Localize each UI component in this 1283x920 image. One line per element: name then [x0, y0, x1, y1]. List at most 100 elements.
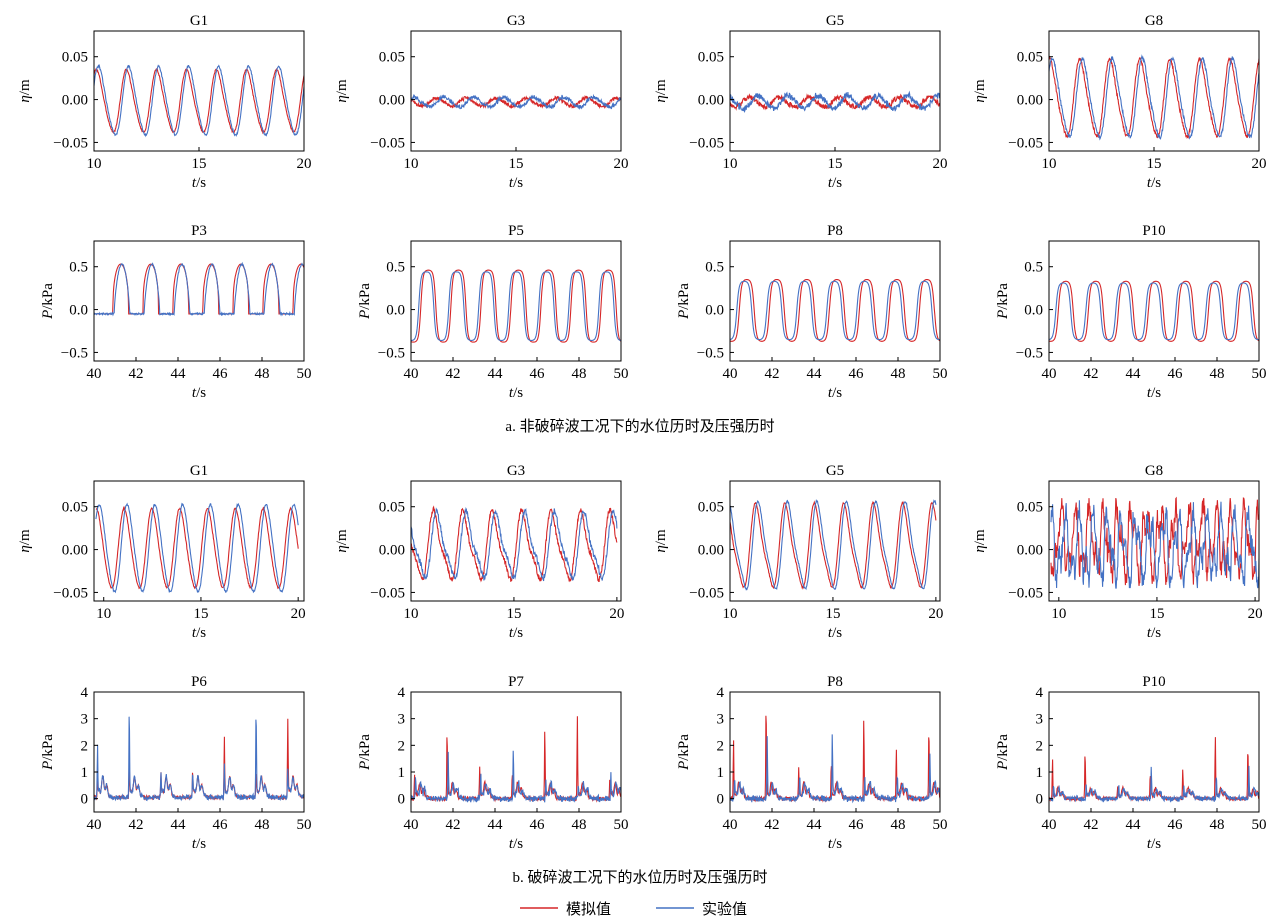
y-axis-label: P/kPa	[40, 734, 56, 771]
x-axis-label: t/s	[509, 625, 523, 641]
series-experimental-line	[94, 716, 304, 802]
y-tick-label: 0.0	[1024, 303, 1043, 319]
panel-p10-2: 40 42 44 46 48 50 −0.5 0.0 0.5 P10 t/s P/kPa	[995, 223, 1267, 401]
y-axis-label: η/m	[972, 79, 988, 103]
y-tick-label: 4	[717, 685, 725, 701]
x-tick-label: 50	[933, 817, 948, 833]
panel-title: P10	[1142, 674, 1165, 690]
y-tick-label: 0	[1036, 792, 1044, 808]
x-tick-label: 15	[1147, 156, 1162, 172]
series-experimental-line	[94, 63, 304, 138]
x-tick-label: 20	[291, 606, 306, 622]
panel-title: G1	[190, 13, 208, 29]
panel-g8-3: 10 15 20 −0.05 0.00 0.05 G8 t/s η/m	[972, 463, 1263, 641]
y-tick-label: 1	[81, 765, 89, 781]
y-tick-label: 0.00	[62, 93, 88, 109]
x-tick-label: 42	[446, 366, 461, 382]
x-tick-label: 48	[891, 817, 906, 833]
series-experimental-line	[1050, 500, 1259, 589]
plot-frame	[410, 480, 622, 602]
panel-title: G1	[190, 463, 208, 479]
series-simulated-line	[411, 716, 621, 803]
y-tick-label: 2	[81, 738, 89, 754]
panel-p6-4: 40 42 44 46 48 50 0 1 2 3 4 P6 t/s P/kPa	[40, 674, 312, 852]
series-simulated-line	[730, 93, 940, 111]
panel-p5-2: 40 42 44 46 48 50 −0.5 0.0 0.5 P5 t/s P/kPa	[357, 223, 629, 401]
panel-p10-4: 40 42 44 46 48 50 0 1 2 3 4 P10 t/s P/kPa	[995, 674, 1267, 852]
x-axis-label: t/s	[509, 385, 523, 401]
x-axis-label: t/s	[1147, 175, 1161, 191]
plot-frame	[1048, 30, 1260, 152]
series-simulated-line	[411, 269, 621, 343]
x-tick-label: 42	[129, 366, 144, 382]
x-axis-label: t/s	[1147, 836, 1161, 852]
x-tick-label: 48	[1210, 817, 1225, 833]
panel-p3-2: 40 42 44 46 48 50 −0.5 0.0 0.5 P3 t/s P/kPa	[40, 223, 312, 401]
series-experimental-line	[730, 90, 940, 113]
x-tick-label: 10	[723, 156, 738, 172]
x-tick-label: 50	[1252, 366, 1267, 382]
y-tick-label: 0.00	[1017, 93, 1043, 109]
x-tick-label: 48	[255, 366, 270, 382]
x-axis-label: t/s	[192, 625, 206, 641]
series-experimental-line	[1049, 54, 1259, 141]
series-experimental-line	[1049, 282, 1259, 341]
x-tick-label: 50	[1252, 817, 1267, 833]
series-simulated-line	[1049, 55, 1259, 140]
legend: 模拟值 实验值	[520, 901, 747, 918]
y-axis-label: η/m	[653, 529, 669, 553]
panel-title: P8	[827, 223, 843, 239]
panel-title: P7	[508, 674, 524, 690]
plot-frame	[729, 691, 941, 813]
plot-frame	[410, 691, 622, 813]
plot-frame	[93, 691, 305, 813]
panel-g5-1: 10 15 20 −0.05 0.00 0.05 G5 t/s η/m	[653, 13, 948, 191]
series-simulated-line	[1049, 737, 1259, 803]
panel-g1-1: 10 15 20 −0.05 0.00 0.05 G1 t/s η/m	[17, 13, 312, 191]
y-tick-label: 0	[398, 792, 406, 808]
x-tick-label: 15	[825, 606, 840, 622]
x-axis-label: t/s	[509, 836, 523, 852]
plot-frame	[729, 240, 941, 362]
y-tick-label: 4	[398, 685, 406, 701]
y-tick-label: −0.05	[53, 585, 88, 601]
series-experimental-line	[730, 734, 940, 804]
x-tick-label: 42	[129, 817, 144, 833]
panel-title: P6	[191, 674, 207, 690]
x-axis-label: t/s	[828, 625, 842, 641]
panel-title: P5	[508, 223, 524, 239]
x-axis-label: t/s	[828, 175, 842, 191]
x-tick-label: 15	[509, 156, 524, 172]
y-tick-label: 0.5	[705, 260, 724, 276]
y-tick-label: 1	[1036, 765, 1044, 781]
y-tick-label: 3	[398, 712, 406, 728]
x-tick-label: 44	[807, 817, 823, 833]
legend-sim-label: 模拟值	[566, 901, 611, 918]
series-experimental-line	[1049, 765, 1259, 803]
x-tick-label: 10	[404, 156, 419, 172]
panel-title: G3	[507, 463, 525, 479]
x-tick-label: 20	[297, 156, 312, 172]
y-axis-label: η/m	[653, 79, 669, 103]
y-axis-label: η/m	[972, 529, 988, 553]
y-axis-label: P/kPa	[676, 283, 692, 320]
x-tick-label: 40	[1042, 366, 1057, 382]
x-tick-label: 48	[572, 366, 587, 382]
y-axis-label: P/kPa	[357, 283, 373, 320]
y-tick-label: 0.00	[698, 543, 724, 559]
panel-title: P8	[827, 674, 843, 690]
x-tick-label: 46	[849, 817, 865, 833]
x-tick-label: 46	[1168, 817, 1184, 833]
x-tick-label: 10	[87, 156, 102, 172]
x-tick-label: 44	[171, 366, 187, 382]
panel-title: G8	[1145, 13, 1163, 29]
x-tick-label: 42	[1084, 817, 1099, 833]
x-tick-label: 44	[1126, 817, 1142, 833]
x-tick-label: 20	[614, 156, 629, 172]
x-tick-label: 40	[404, 817, 419, 833]
x-axis-label: t/s	[1147, 625, 1161, 641]
x-tick-label: 20	[1248, 606, 1263, 622]
x-tick-label: 40	[723, 817, 738, 833]
y-tick-label: −0.05	[53, 135, 88, 151]
